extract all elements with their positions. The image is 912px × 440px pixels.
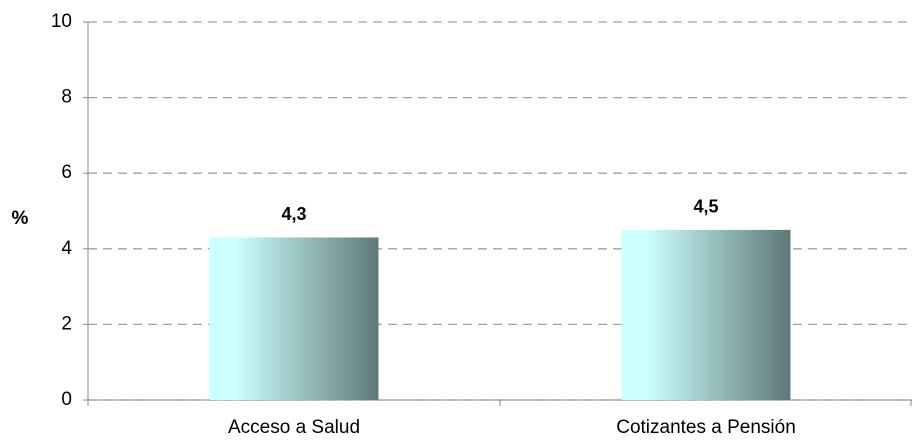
y-tick-label: 10 [51,11,72,32]
y-axis-label: % [12,208,29,229]
y-tick-label: 0 [61,389,72,410]
x-tick-label: Acceso a Salud [228,417,360,438]
y-tick-label: 4 [61,238,72,259]
y-tick-label: 8 [61,87,72,108]
y-tick-label: 6 [61,162,72,183]
value-label: 4,5 [693,197,718,217]
y-tick-label: 2 [61,313,72,334]
bar [209,237,379,400]
x-tick-label: Cotizantes a Pensión [616,417,796,438]
bar [621,229,791,400]
value-label: 4,3 [281,204,306,224]
